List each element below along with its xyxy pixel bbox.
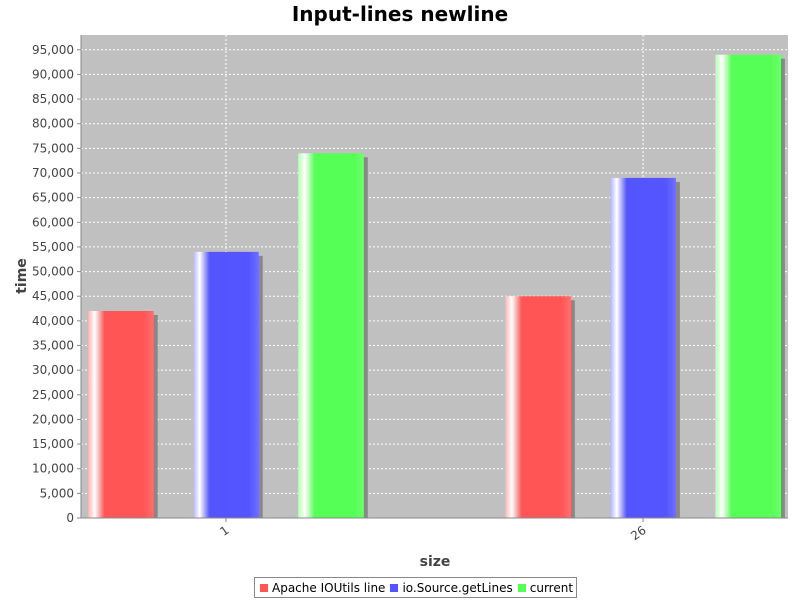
legend-swatch (390, 583, 399, 592)
y-axis: 0 5,000 10,000 15,000 20,000 25,000 30,000 35,0… (32, 35, 82, 525)
bar (193, 251, 259, 518)
y-tick-label: 90,000 (32, 67, 74, 81)
bar (88, 311, 154, 518)
y-tick-label: 20,000 (32, 412, 74, 426)
y-tick-label: 85,000 (32, 92, 74, 106)
legend-label: io.Source.getLines (402, 580, 513, 595)
y-tick-label: 35,000 (32, 339, 74, 353)
y-tick-label: 0 (66, 511, 74, 525)
x-tick-label: 1 (217, 523, 231, 539)
bar (505, 296, 571, 518)
bar (610, 177, 676, 518)
y-tick-label: 60,000 (32, 215, 74, 229)
chart-title: Input-lines newline (292, 2, 508, 26)
legend-swatch (260, 583, 268, 592)
legend-item: Apache IOUtils line (258, 581, 385, 595)
y-tick-label: 80,000 (32, 117, 74, 131)
legend-label: Apache IOUtils line (272, 580, 386, 595)
y-tick-label: 65,000 (32, 191, 74, 205)
x-tick-label: 26 (628, 523, 649, 543)
legend-label: current (529, 580, 574, 595)
y-tick-label: 50,000 (32, 265, 74, 279)
y-tick-label: 40,000 (32, 314, 74, 328)
bar (298, 153, 364, 519)
y-tick-label: 15,000 (32, 437, 74, 451)
y-axis-label: time (14, 258, 30, 294)
x-axis: 1 26 (81, 517, 788, 543)
y-tick-label: 70,000 (32, 166, 74, 180)
legend-swatch (517, 583, 526, 592)
y-tick-label: 30,000 (32, 363, 74, 377)
x-axis-label: size (420, 554, 451, 570)
plot-area (81, 35, 788, 518)
y-tick-label: 45,000 (32, 289, 74, 303)
y-tick-label: 95,000 (32, 43, 74, 57)
y-tick-label: 5,000 (40, 486, 74, 500)
y-tick-label: 75,000 (32, 141, 74, 155)
y-tick-label: 10,000 (32, 462, 74, 476)
legend-item: current (516, 581, 573, 595)
bars (88, 54, 785, 519)
bar (715, 54, 781, 518)
legend: Apache IOUtils line io.Source.getLines cur… (254, 577, 578, 598)
y-tick-label: 25,000 (32, 388, 74, 402)
y-tick-label: 55,000 (32, 240, 74, 254)
legend-item: io.Source.getLines (388, 580, 513, 595)
